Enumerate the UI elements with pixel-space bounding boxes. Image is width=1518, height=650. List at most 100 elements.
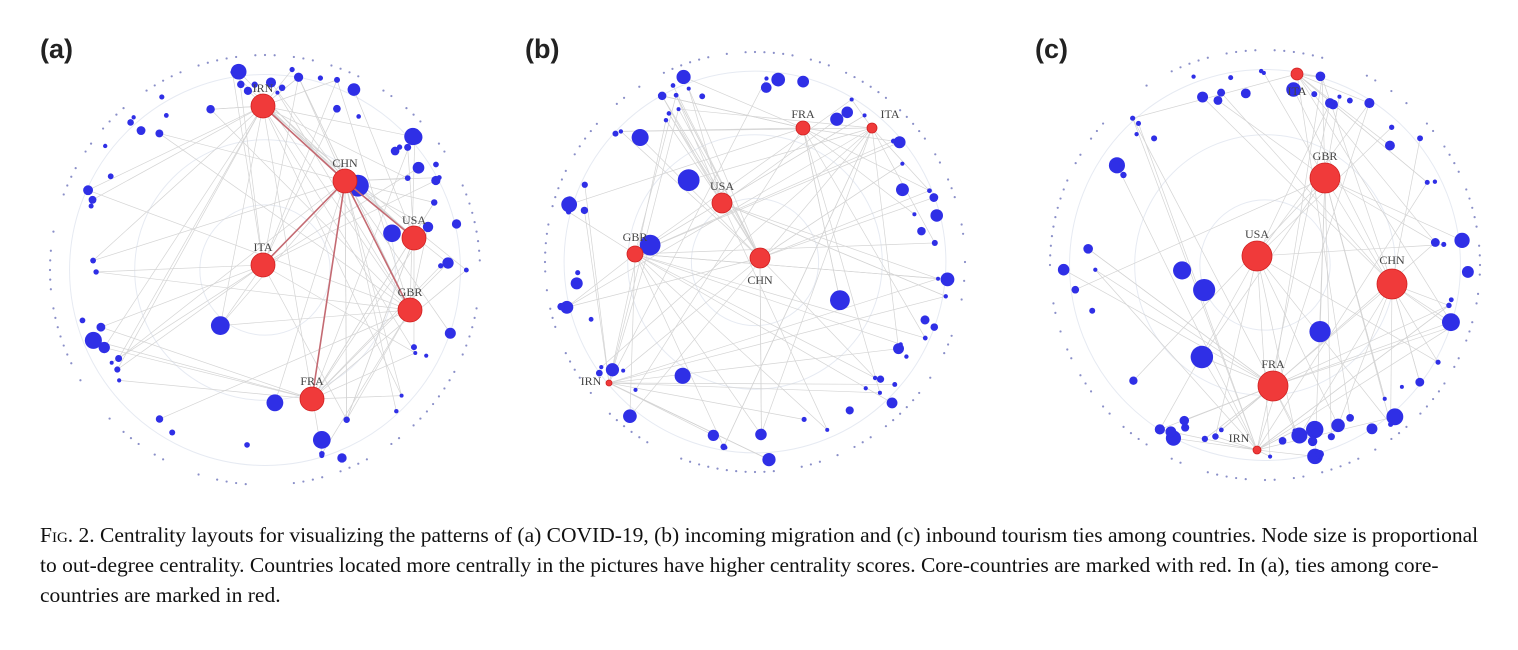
- peripheral-node: [1453, 162, 1456, 165]
- peripheral-node: [963, 279, 966, 282]
- node: [673, 92, 679, 98]
- edge: [634, 253, 762, 435]
- edge: [117, 105, 264, 370]
- node: [136, 126, 146, 135]
- core-node: [1309, 162, 1341, 194]
- peripheral-node: [545, 289, 549, 292]
- node: [639, 234, 661, 256]
- peripheral-node: [1066, 179, 1069, 182]
- peripheral-node: [545, 232, 549, 235]
- node: [1135, 120, 1142, 126]
- node: [394, 408, 399, 414]
- node: [720, 443, 727, 451]
- peripheral-node: [899, 109, 902, 112]
- peripheral-node: [1216, 473, 1219, 476]
- node: [931, 239, 938, 246]
- node: [922, 335, 928, 341]
- edge: [1296, 73, 1391, 146]
- peripheral-node: [578, 376, 581, 379]
- node: [1278, 437, 1287, 445]
- peripheral-node: [419, 417, 422, 420]
- core-node: [250, 93, 276, 119]
- node: [422, 221, 434, 233]
- edge: [1296, 73, 1428, 183]
- node: [114, 366, 121, 373]
- peripheral-node: [1390, 89, 1393, 93]
- peripheral-node: [707, 465, 710, 468]
- peripheral-node: [1095, 129, 1099, 133]
- peripheral-node: [716, 467, 719, 470]
- edge: [1075, 177, 1326, 291]
- peripheral-node: [1066, 348, 1069, 351]
- peripheral-node: [153, 453, 156, 456]
- node: [760, 82, 772, 93]
- node: [666, 111, 672, 116]
- peripheral-node: [573, 153, 576, 156]
- peripheral-node: [339, 67, 342, 70]
- node: [1430, 238, 1440, 247]
- edge: [87, 189, 411, 311]
- edge: [1321, 77, 1326, 179]
- peripheral-node: [544, 270, 547, 273]
- peripheral-node: [122, 106, 125, 110]
- edge: [723, 127, 873, 448]
- core-tie: [262, 180, 346, 266]
- peripheral-node: [1084, 382, 1087, 385]
- peripheral-node: [689, 61, 692, 64]
- peripheral-node: [884, 425, 888, 428]
- edge: [1256, 255, 1296, 431]
- caption: Fig. 2. Centrality layouts for visualizi…: [40, 520, 1500, 610]
- node: [1217, 88, 1226, 97]
- node-label: CHN: [747, 273, 773, 287]
- peripheral-node: [49, 288, 52, 291]
- edge: [238, 71, 346, 182]
- edge: [608, 382, 770, 460]
- node: [830, 290, 850, 311]
- peripheral-node: [1263, 478, 1267, 482]
- peripheral-node: [471, 326, 474, 329]
- peripheral-node: [162, 458, 165, 461]
- edge: [265, 101, 411, 311]
- edge: [1215, 255, 1258, 437]
- node: [412, 161, 425, 174]
- peripheral-node: [827, 64, 830, 67]
- peripheral-node: [1465, 339, 1468, 342]
- edge: [1095, 269, 1274, 387]
- edge: [1263, 72, 1326, 179]
- peripheral-node: [861, 80, 864, 83]
- edge: [662, 95, 804, 129]
- peripheral-node: [1089, 390, 1093, 393]
- node: [79, 317, 86, 324]
- peripheral-node: [809, 463, 812, 466]
- peripheral-node: [551, 316, 554, 319]
- peripheral-node: [1235, 476, 1238, 480]
- peripheral-node: [1471, 206, 1474, 209]
- node: [1130, 115, 1136, 121]
- edge: [117, 264, 264, 370]
- peripheral-node: [1478, 273, 1481, 276]
- node: [278, 84, 286, 92]
- node: [849, 97, 854, 102]
- peripheral-node: [1108, 412, 1111, 415]
- peripheral-node: [947, 343, 950, 346]
- edge: [634, 253, 948, 280]
- peripheral-node: [1054, 216, 1057, 219]
- guide-circle: [690, 197, 820, 327]
- node-label: IRN: [1229, 431, 1250, 445]
- node: [1311, 428, 1321, 437]
- node: [312, 430, 331, 449]
- peripheral-node: [1374, 448, 1377, 451]
- node: [96, 322, 106, 332]
- node: [896, 183, 909, 197]
- peripheral-node: [918, 391, 921, 395]
- node: [237, 80, 245, 89]
- node: [293, 72, 304, 82]
- peripheral-node: [671, 67, 674, 70]
- node: [243, 86, 253, 96]
- core-node: [866, 122, 878, 134]
- edge: [1133, 177, 1326, 381]
- edge: [608, 382, 880, 394]
- peripheral-node: [1244, 478, 1247, 481]
- edge: [1391, 138, 1421, 285]
- node: [431, 175, 441, 186]
